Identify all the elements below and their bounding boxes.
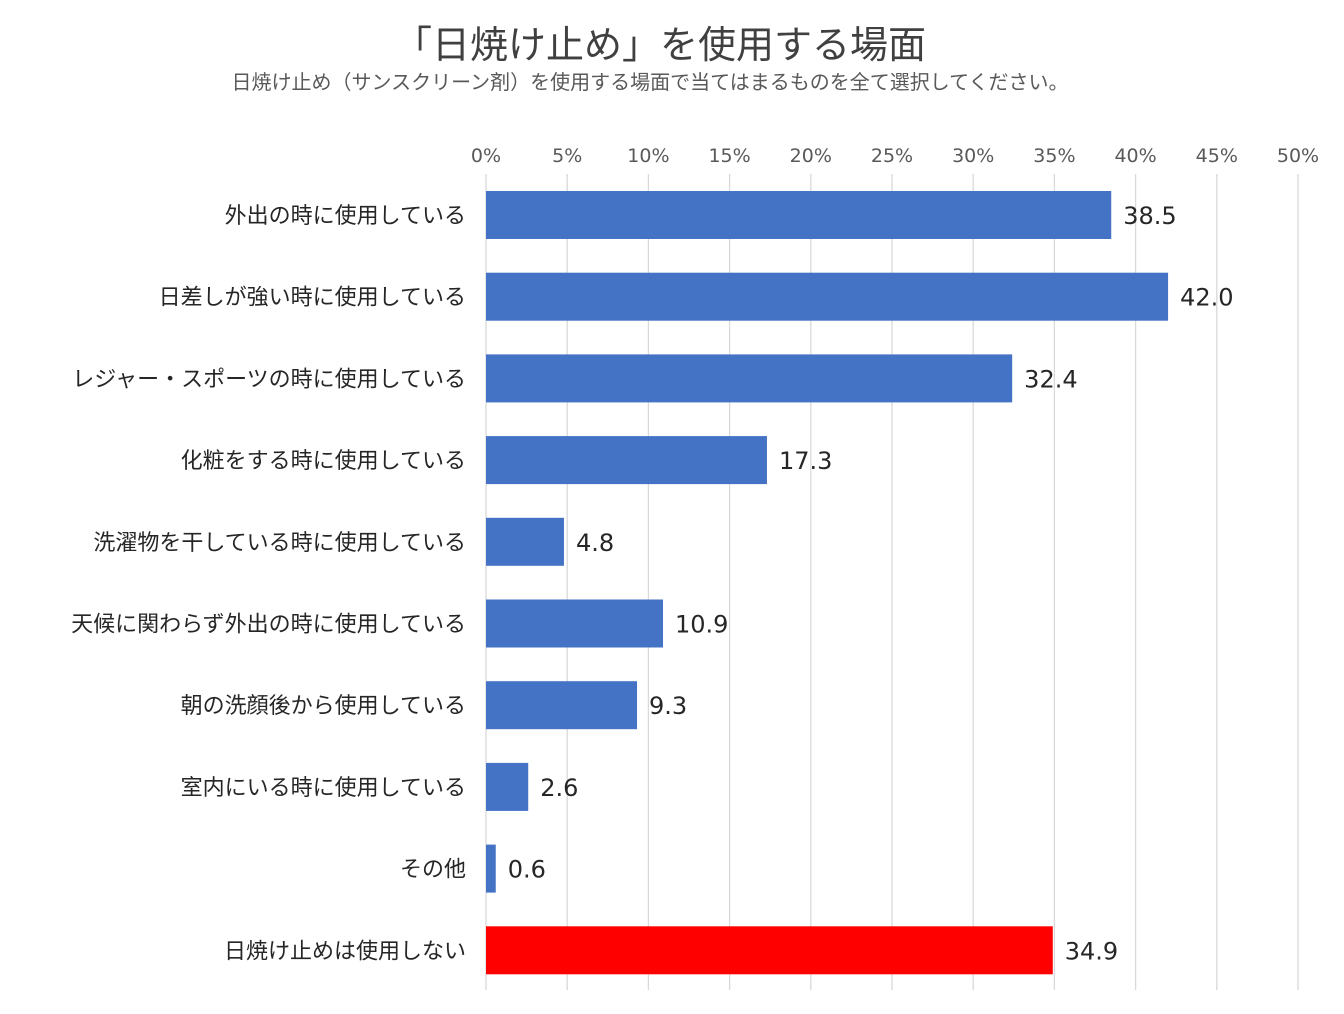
- data-label: 38.5: [1123, 202, 1176, 230]
- x-tick-label: 25%: [871, 145, 913, 167]
- x-tick-label: 10%: [627, 145, 669, 167]
- bar-5: [486, 599, 664, 648]
- bar-7: [486, 762, 529, 811]
- category-label: 日焼け止めは使用しない: [224, 939, 466, 964]
- x-tick-label: 50%: [1277, 145, 1319, 167]
- bar-3: [486, 436, 767, 485]
- data-label: 42.0: [1180, 284, 1233, 312]
- bar-1: [486, 272, 1169, 321]
- category-label: 外出の時に使用している: [225, 204, 466, 229]
- bar-4: [486, 517, 564, 566]
- data-label: 17.3: [779, 447, 832, 475]
- data-label: 10.9: [675, 611, 728, 639]
- category-label: 天候に関わらず外出の時に使用している: [71, 613, 466, 638]
- x-tick-label: 0%: [471, 145, 501, 167]
- bar-0: [486, 191, 1112, 239]
- x-tick-label: 45%: [1196, 145, 1238, 167]
- category-label: 日差しが強い時に使用している: [159, 286, 466, 311]
- data-label: 4.8: [576, 529, 614, 557]
- bar-9: [486, 926, 1053, 975]
- data-label: 0.6: [508, 856, 546, 884]
- bar-8: [486, 844, 496, 893]
- data-label: 2.6: [540, 774, 578, 802]
- category-label: 朝の洗顔後から使用している: [181, 694, 466, 719]
- x-tick-label: 40%: [1114, 145, 1156, 167]
- bar-2: [486, 354, 1013, 403]
- chart-subtitle: 日焼け止め（サンスクリーン剤）を使用する場面で当てはまるものを全て選択してくださ…: [231, 70, 1069, 94]
- category-label: 洗濯物を干している時に使用している: [93, 531, 466, 556]
- bar-6: [486, 681, 638, 730]
- x-tick-label: 15%: [708, 145, 750, 167]
- data-label: 34.9: [1065, 937, 1118, 965]
- data-label: 9.3: [649, 692, 687, 720]
- category-label: 化粧をする時に使用している: [181, 449, 466, 474]
- x-tick-label: 30%: [952, 145, 994, 167]
- category-label: その他: [400, 858, 466, 883]
- x-tick-label: 35%: [1033, 145, 1075, 167]
- x-tick-label: 5%: [552, 145, 582, 167]
- data-label: 32.4: [1024, 365, 1077, 393]
- category-label: 室内にいる時に使用している: [181, 776, 466, 801]
- x-tick-label: 20%: [790, 145, 832, 167]
- category-label: レジャー・スポーツの時に使用している: [72, 367, 466, 392]
- chart-title: 「日焼け止め」を使用する場面: [393, 23, 926, 67]
